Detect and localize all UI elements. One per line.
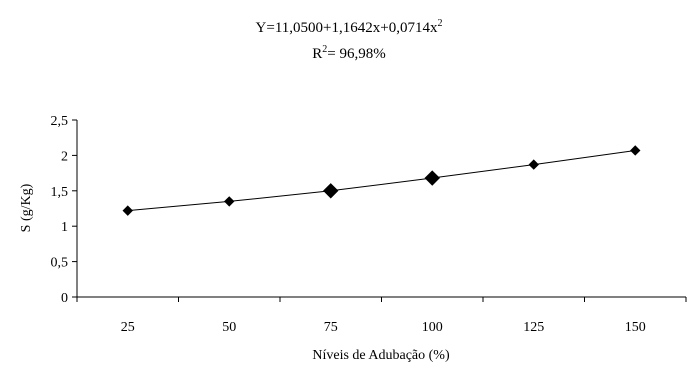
series-line [127, 149, 636, 212]
data-point-marker [122, 205, 133, 216]
equation-exponent: 2 [437, 18, 443, 29]
y-axis-label: S (g/Kg) [19, 183, 34, 232]
axes [76, 120, 686, 298]
y-tick-label: 1 [61, 220, 68, 235]
x-axis-label: Níveis de Adubação (%) [312, 348, 450, 363]
x-tick-label: 100 [422, 320, 443, 335]
x-tick-label: 150 [625, 320, 646, 335]
x-tick-label: 75 [324, 320, 338, 335]
x-ticks: 25 50 75 100 125 150 [76, 297, 687, 335]
data-point-marker [323, 183, 339, 199]
y-tick-label: 2 [61, 149, 68, 164]
data-markers [122, 145, 641, 216]
x-tick-label: 25 [121, 320, 135, 335]
y-ticks: 0 0,5 1 1,5 2 2,5 [51, 114, 77, 306]
x-tick-label: 125 [523, 320, 544, 335]
y-tick-label: 0 [61, 291, 68, 306]
r2-letter: R [312, 46, 323, 62]
y-tick-label: 1,5 [51, 185, 69, 200]
equation-text: Y=11,0500+1,1642x+0,0714x [255, 20, 438, 36]
data-point-marker [424, 170, 440, 186]
r2-value: = 96,98% [327, 46, 386, 62]
data-point-marker [528, 159, 539, 170]
regression-equation: Y=11,0500+1,1642x+0,0714x2 [0, 18, 698, 37]
data-point-marker [224, 196, 235, 207]
data-point-marker [630, 145, 641, 156]
x-tick-label: 50 [222, 320, 236, 335]
r-squared: R2= 96,98% [0, 44, 698, 63]
y-tick-label: 2,5 [51, 114, 69, 129]
y-tick-label: 0,5 [51, 256, 69, 271]
r2-exponent: 2 [322, 44, 328, 55]
